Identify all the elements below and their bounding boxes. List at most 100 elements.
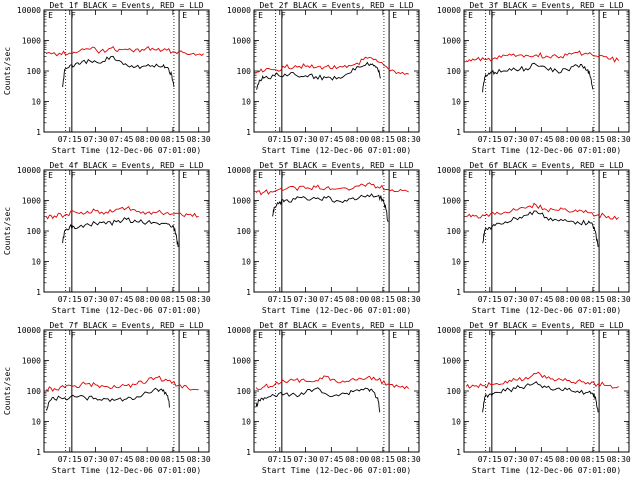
plot-frame [43,169,210,293]
series-line-lld [255,182,409,196]
y-tick-label: 100 [27,387,42,396]
x-tick-label: 08:00 [135,295,159,304]
series-line-events [255,387,381,413]
panel-title: Det 2f BLACK = Events, RED = LLD [259,1,413,10]
marker-annotation: F [71,331,76,340]
y-tick-label: 1 [456,448,461,457]
x-tick-label: 07:15 [268,295,292,304]
x-tick-label: 08:00 [555,295,579,304]
x-tick-label: 07:30 [504,295,528,304]
x-tick-label: 08:00 [345,455,369,464]
panel-title: Det 3f BLACK = Events, RED = LLD [469,1,623,10]
x-tick-label: 07:30 [294,455,318,464]
y-tick-label: 10 [451,258,461,267]
x-tick-label: 07:30 [504,135,528,144]
y-tick-label: 1000 [442,197,461,206]
series-line-lld [465,50,620,63]
y-tick-label: 100 [27,227,42,236]
marker-annotation: F [491,11,496,20]
x-axis-label: Start Time (12-Dec-06 07:01:00) [472,306,621,315]
series-line-events [482,210,599,247]
x-tick-label: 08:30 [607,455,631,464]
x-tick-label: 07:15 [58,455,82,464]
x-axis-label: Start Time (12-Dec-06 07:01:00) [52,146,201,155]
panel-title: Det 6f BLACK = Events, RED = LLD [469,161,623,170]
x-tick-label: 07:30 [294,135,318,144]
panel-title: Det 7f BLACK = Events, RED = LLD [49,321,203,330]
x-tick-label: 08:30 [607,135,631,144]
y-tick-label: 10 [31,418,41,427]
y-tick-label: 1000 [232,37,251,46]
y-tick-label: 1000 [232,357,251,366]
marker-annotation: E [392,11,397,20]
x-tick-label: 08:00 [135,135,159,144]
y-tick-label: 10000 [17,6,41,15]
marker-annotation: E [602,11,607,20]
panel-det-7: Det 7f BLACK = Events, RED = LLD Counts/s… [3,321,211,475]
y-tick-label: 10000 [437,6,461,15]
panel-det-6: Det 6f BLACK = Events, RED = LLD Start Ti… [437,161,631,315]
x-tick-label: 08:15 [581,455,605,464]
x-tick-label: 08:30 [397,455,421,464]
y-tick-label: 10000 [437,326,461,335]
marker-annotation: E [258,331,263,340]
plot-frame [463,329,630,453]
x-tick-label: 08:15 [161,135,185,144]
marker-annotation: E [602,171,607,180]
y-tick-label: 1000 [22,197,41,206]
panel-title: Det 9f BLACK = Events, RED = LLD [469,321,623,330]
series-line-lld [45,206,199,220]
marker-annotation: E [182,11,187,20]
series-line-lld [255,375,410,390]
x-axis-label: Start Time (12-Dec-06 07:01:00) [472,146,621,155]
x-tick-label: 08:30 [187,295,211,304]
plot-frame [43,329,210,453]
y-tick-label: 10000 [227,326,251,335]
series-line-lld [465,371,619,389]
marker-annotation: E [48,171,53,180]
series-line-lld [45,46,205,57]
x-axis-label: Start Time (12-Dec-06 07:01:00) [262,466,411,475]
y-tick-label: 1 [36,288,41,297]
x-tick-label: 07:15 [478,455,502,464]
panel-title: Det 4f BLACK = Events, RED = LLD [49,161,203,170]
x-tick-label: 08:15 [371,295,395,304]
y-tick-label: 1 [36,448,41,457]
x-tick-label: 07:15 [268,455,292,464]
y-axis-label: Counts/sec [3,47,12,95]
y-tick-label: 100 [447,387,462,396]
x-tick-label: 07:45 [319,295,343,304]
y-tick-label: 1000 [22,37,41,46]
x-tick-label: 08:30 [397,295,421,304]
x-tick-label: 08:15 [581,295,605,304]
plot-frame [463,169,630,293]
panel-det-1: Det 1f BLACK = Events, RED = LLD Counts/s… [3,1,211,155]
y-tick-label: 100 [237,227,252,236]
x-tick-label: 07:30 [84,135,108,144]
x-tick-label: 08:15 [371,455,395,464]
x-tick-label: 07:45 [319,455,343,464]
marker-annotation: E [602,331,607,340]
series-line-events [482,62,594,93]
x-tick-label: 07:45 [109,455,133,464]
marker-annotation: F [491,331,496,340]
x-tick-label: 07:15 [58,295,82,304]
plot-frame [253,329,420,453]
marker-annotation: F [281,331,286,340]
x-tick-label: 07:30 [504,455,528,464]
panel-det-5: Det 5f BLACK = Events, RED = LLD Start Ti… [227,161,421,315]
x-tick-label: 07:45 [529,295,553,304]
y-tick-label: 100 [237,387,252,396]
y-axis-label: Counts/sec [3,367,12,415]
x-tick-label: 07:15 [478,295,502,304]
y-tick-label: 10 [31,98,41,107]
x-tick-label: 08:15 [371,135,395,144]
y-tick-label: 100 [447,67,462,76]
x-tick-label: 07:45 [109,135,133,144]
y-tick-label: 1 [246,128,251,137]
x-axis-label: Start Time (12-Dec-06 07:01:00) [262,306,411,315]
x-tick-label: 08:30 [397,135,421,144]
x-tick-label: 07:45 [529,455,553,464]
x-tick-label: 08:00 [345,295,369,304]
marker-annotation: E [258,171,263,180]
